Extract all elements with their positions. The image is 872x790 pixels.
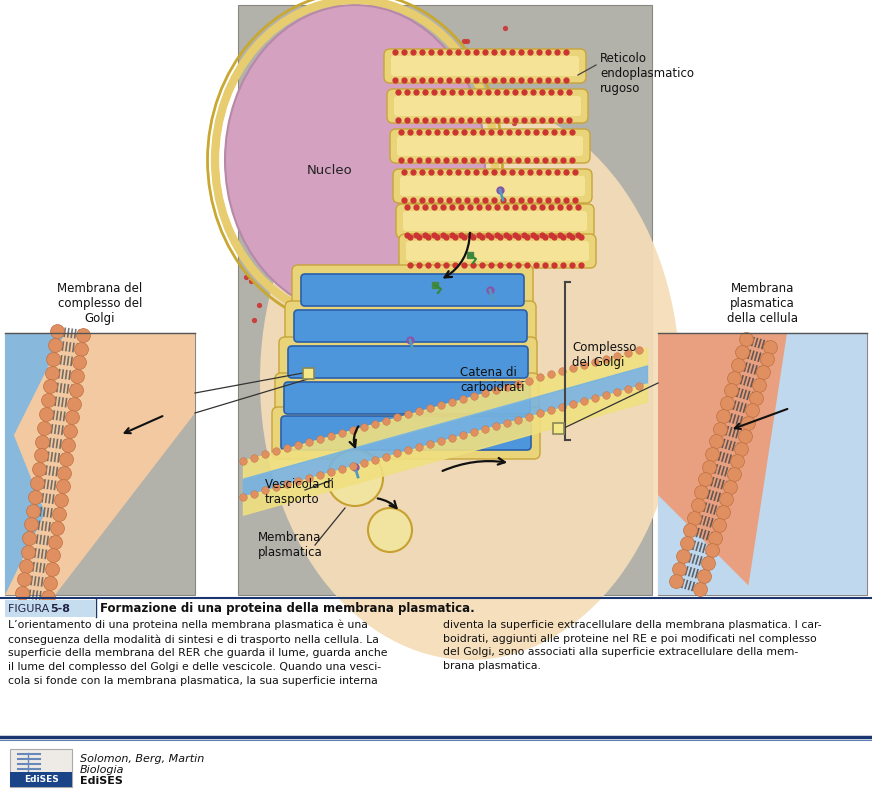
Polygon shape: [747, 333, 867, 595]
FancyBboxPatch shape: [272, 407, 540, 459]
FancyBboxPatch shape: [288, 346, 528, 378]
Text: Formazione di una proteina della membrana plasmatica.: Formazione di una proteina della membran…: [100, 602, 474, 615]
Polygon shape: [658, 495, 758, 595]
FancyBboxPatch shape: [285, 301, 536, 351]
Text: Biologia: Biologia: [80, 765, 125, 775]
FancyBboxPatch shape: [396, 204, 594, 238]
Text: Vescicola di
trasporto: Vescicola di trasporto: [265, 478, 334, 506]
FancyBboxPatch shape: [400, 176, 585, 196]
FancyBboxPatch shape: [399, 234, 596, 268]
FancyBboxPatch shape: [5, 600, 95, 617]
Text: Membrana del
complesso del
Golgi: Membrana del complesso del Golgi: [58, 282, 143, 325]
FancyBboxPatch shape: [279, 337, 537, 387]
Polygon shape: [5, 333, 65, 453]
Text: Reticolo
endoplasmatico
rugoso: Reticolo endoplasmatico rugoso: [600, 52, 694, 95]
Bar: [238, 5, 652, 595]
Text: FIGURA: FIGURA: [8, 604, 52, 614]
FancyBboxPatch shape: [294, 310, 527, 342]
Text: Nucleo: Nucleo: [307, 164, 353, 176]
Bar: [10, 772, 72, 787]
Bar: [5, 333, 195, 595]
Circle shape: [368, 508, 412, 552]
Bar: [10, 749, 72, 787]
FancyBboxPatch shape: [384, 49, 586, 83]
Polygon shape: [5, 413, 45, 595]
FancyBboxPatch shape: [292, 265, 533, 315]
Ellipse shape: [225, 5, 485, 315]
FancyBboxPatch shape: [387, 89, 588, 123]
Text: EdiSES: EdiSES: [24, 774, 58, 784]
Text: diventa la superficie extracellulare della membrana plasmatica. I car-
boidrati,: diventa la superficie extracellulare del…: [443, 620, 821, 671]
FancyBboxPatch shape: [281, 416, 531, 450]
Text: Membrana
plasmatica: Membrana plasmatica: [258, 531, 323, 559]
FancyBboxPatch shape: [390, 129, 590, 163]
Text: Solomon, Berg, Martin: Solomon, Berg, Martin: [80, 754, 204, 764]
Polygon shape: [658, 333, 867, 595]
FancyBboxPatch shape: [397, 136, 583, 156]
Bar: [658, 333, 867, 595]
FancyBboxPatch shape: [301, 274, 524, 306]
Bar: [303, 368, 314, 379]
FancyBboxPatch shape: [275, 373, 539, 423]
FancyBboxPatch shape: [393, 169, 592, 203]
Text: L’orientamento di una proteina nella membrana plasmatica è una
conseguenza della: L’orientamento di una proteina nella mem…: [8, 620, 387, 686]
Polygon shape: [5, 333, 195, 595]
FancyBboxPatch shape: [391, 56, 579, 76]
FancyBboxPatch shape: [406, 241, 589, 261]
FancyBboxPatch shape: [394, 96, 581, 116]
Bar: [553, 423, 564, 434]
Text: Membrana
plasmatica
della cellula: Membrana plasmatica della cellula: [727, 282, 798, 325]
Text: EdiSES: EdiSES: [80, 776, 123, 786]
Text: Complesso
del Golgi: Complesso del Golgi: [572, 341, 637, 369]
FancyBboxPatch shape: [284, 382, 530, 414]
Text: Catena di
carboidrati: Catena di carboidrati: [460, 366, 524, 394]
Text: 5-8: 5-8: [50, 604, 70, 614]
Circle shape: [327, 450, 383, 506]
FancyBboxPatch shape: [403, 211, 587, 231]
Ellipse shape: [260, 100, 680, 660]
